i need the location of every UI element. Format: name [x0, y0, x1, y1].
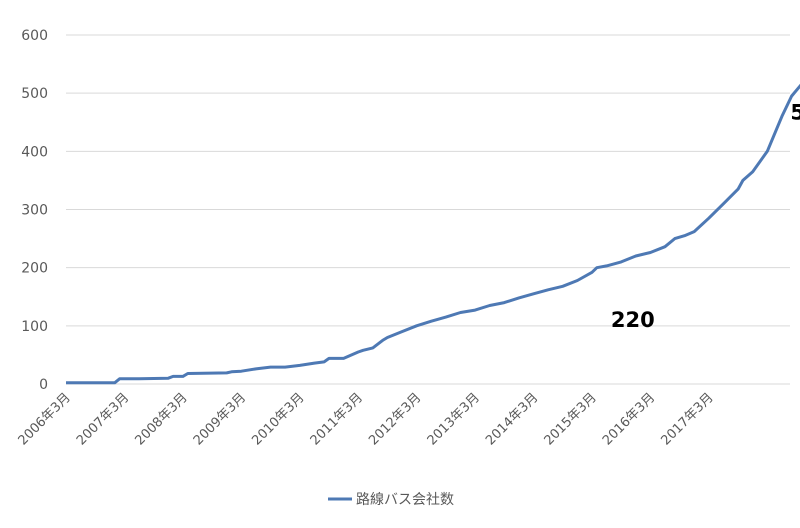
y-tick-label: 100: [21, 319, 48, 335]
legend: 路線バス会社数: [328, 492, 454, 508]
x-axis-tick-labels: 2006年3月 2007年3月 2008年3月 2009年3月 2010年3月 2011年…: [16, 390, 717, 448]
y-tick-label: 0: [39, 377, 48, 393]
legend-label: 路線バス会社数: [356, 492, 454, 508]
x-tick-label: 2006年3月: [16, 390, 74, 448]
x-tick-label: 2013年3月: [425, 390, 483, 448]
y-axis-tick-labels: 0 100 200 300 400 500 600: [21, 28, 48, 393]
x-tick-label: 2011年3月: [308, 390, 366, 448]
x-tick-label: 2008年3月: [132, 390, 190, 448]
x-tick-label: 2014年3月: [483, 390, 541, 448]
y-tick-label: 200: [21, 261, 48, 277]
y-tick-label: 600: [21, 28, 48, 44]
x-tick-label: 2007年3月: [74, 390, 132, 448]
annotation-label: 515: [790, 100, 800, 124]
y-tick-label: 400: [21, 144, 48, 160]
y-tick-label: 300: [21, 203, 48, 219]
x-tick-label: 2012年3月: [366, 390, 424, 448]
series-line: [66, 83, 800, 385]
gridlines: [66, 34, 790, 385]
annotation-label: 220: [611, 308, 655, 332]
x-tick-label: 2015年3月: [542, 390, 600, 448]
x-tick-label: 2016年3月: [600, 390, 658, 448]
x-tick-label: 2010年3月: [249, 390, 307, 448]
y-tick-label: 500: [21, 86, 48, 102]
x-tick-label: 2009年3月: [191, 390, 249, 448]
x-tick-label: 2017年3月: [658, 390, 716, 448]
